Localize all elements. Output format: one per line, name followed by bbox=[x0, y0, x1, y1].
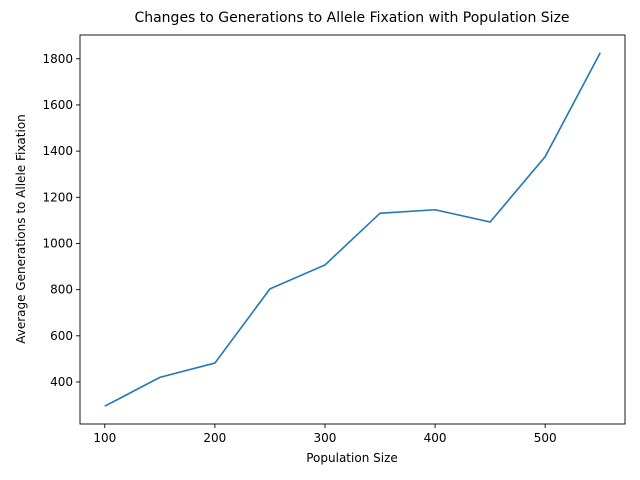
series-line bbox=[104, 52, 601, 407]
y-tick-label: 1600 bbox=[42, 98, 73, 112]
x-tick-label: 400 bbox=[424, 431, 447, 445]
x-tick-label: 200 bbox=[203, 431, 226, 445]
chart-title: Changes to Generations to Allele Fixatio… bbox=[134, 10, 569, 26]
x-tick-label: 100 bbox=[93, 431, 116, 445]
plot-area bbox=[104, 52, 601, 407]
y-tick-label: 400 bbox=[50, 375, 73, 389]
y-tick-label: 600 bbox=[50, 329, 73, 343]
y-axis-label: Average Generations to Allele Fixation bbox=[14, 114, 28, 344]
y-axis: 400 600 800 1000 1200 1400 1600 1800 bbox=[42, 52, 80, 389]
x-tick-label: 300 bbox=[314, 431, 337, 445]
y-tick-label: 1000 bbox=[42, 236, 73, 250]
x-tick-label: 500 bbox=[534, 431, 557, 445]
y-tick-label: 800 bbox=[50, 283, 73, 297]
y-tick-label: 1400 bbox=[42, 144, 73, 158]
plot-frame bbox=[79, 34, 626, 425]
y-tick-label: 1200 bbox=[42, 190, 73, 204]
x-axis: 100 200 300 400 500 bbox=[93, 424, 557, 445]
y-tick-label: 1800 bbox=[42, 52, 73, 66]
x-axis-label: Population Size bbox=[306, 451, 398, 465]
